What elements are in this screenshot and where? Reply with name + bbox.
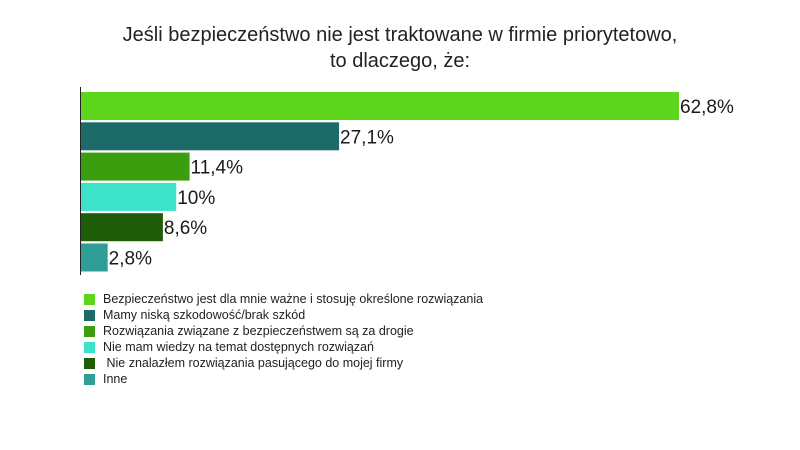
data-label-4: 10% — [177, 188, 215, 209]
legend-swatch-5 — [84, 357, 95, 369]
data-label-3: 11,4% — [191, 158, 244, 179]
data-label-6: 2,8% — [109, 249, 152, 270]
bar-5 — [81, 213, 163, 242]
legend-label-3: Rozwiązania związane z bezpieczeństwem s… — [103, 324, 414, 338]
data-label-1: 62,8% — [680, 97, 734, 118]
chart-title-line-2: to dlaczego, że: — [329, 50, 471, 72]
data-label-2: 27,1% — [340, 127, 394, 148]
legend-item-5: Nie znalazłem rozwiązania pasującego do … — [84, 355, 483, 371]
data-label-5: 8,6% — [164, 218, 207, 239]
data-labels-group: 62,8% 27,1% 11,4% 10% 8,6% 2,8% — [109, 97, 734, 270]
bar-4 — [81, 182, 177, 211]
bars-group — [81, 92, 679, 272]
legend-swatch-4 — [84, 341, 95, 353]
legend-item-1: Bezpieczeństwo jest dla mnie ważne i sto… — [84, 291, 483, 307]
bar-chart: 62,8% 27,1% 11,4% 10% 8,6% 2,8% — [80, 87, 734, 275]
chart-title-line-1: Jeśli bezpieczeństwo nie jest traktowane… — [122, 24, 678, 46]
legend-swatch-2 — [84, 309, 95, 321]
legend-label-6: Inne — [103, 372, 128, 386]
legend-item-6: Inne — [84, 371, 483, 387]
legend-swatch-1 — [84, 293, 95, 305]
legend-swatch-6 — [84, 373, 95, 385]
legend-item-4: Nie mam wiedzy na temat dostępnych rozwi… — [84, 339, 483, 355]
legend-label-4: Nie mam wiedzy na temat dostępnych rozwi… — [103, 340, 374, 354]
legend: Bezpieczeństwo jest dla mnie ważne i sto… — [84, 291, 483, 387]
bar-1 — [81, 92, 679, 120]
legend-label-2: Mamy niską szkodowość/brak szkód — [103, 308, 306, 322]
legend-label-1: Bezpieczeństwo jest dla mnie ważne i sto… — [103, 292, 484, 306]
chart-title: Jeśli bezpieczeństwo nie jest traktowane… — [0, 22, 800, 74]
legend-swatch-3 — [84, 325, 95, 337]
legend-item-2: Mamy niską szkodowość/brak szkód — [84, 307, 483, 323]
legend-item-3: Rozwiązania związane z bezpieczeństwem s… — [84, 323, 483, 339]
bar-3 — [81, 152, 190, 181]
bar-2 — [81, 122, 340, 151]
legend-label-5: Nie znalazłem rozwiązania pasującego do … — [103, 356, 404, 370]
bar-6 — [81, 243, 108, 272]
